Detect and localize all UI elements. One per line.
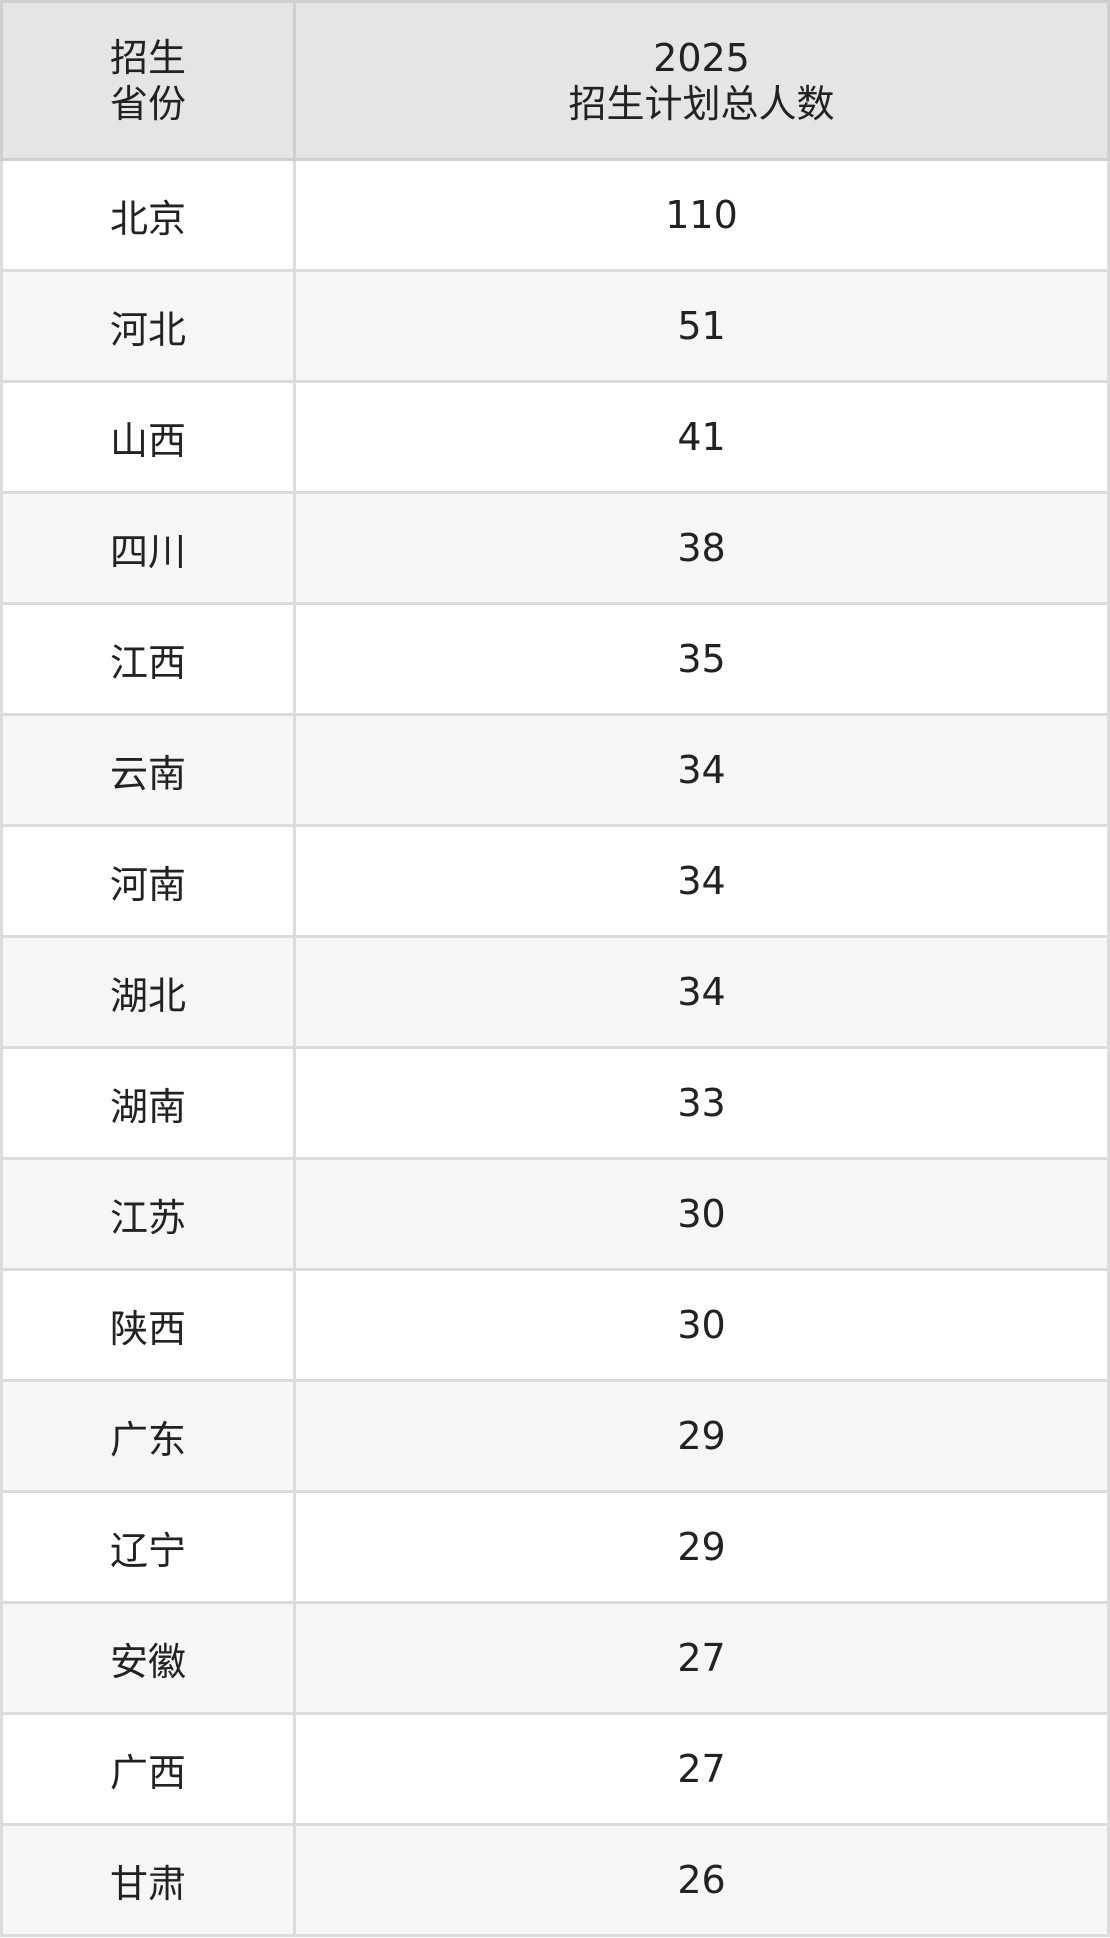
header-row: 招生 省份 2025 招生计划总人数 (0, 0, 1110, 161)
header-plan-year: 2025 (653, 35, 750, 80)
table-row: 江苏 30 (0, 1157, 1110, 1271)
province-cell: 云南 (0, 713, 296, 827)
plan-count-cell: 35 (293, 602, 1110, 716)
plan-count-cell: 30 (293, 1268, 1110, 1382)
table-row: 陕西 30 (0, 1268, 1110, 1382)
province-cell: 湖南 (0, 1046, 296, 1160)
province-cell: 广西 (0, 1712, 296, 1826)
province-cell: 山西 (0, 380, 296, 494)
province-cell: 湖北 (0, 935, 296, 1049)
plan-count-cell: 29 (293, 1490, 1110, 1604)
plan-count-cell: 38 (293, 491, 1110, 605)
plan-count-cell: 30 (293, 1157, 1110, 1271)
province-cell: 江西 (0, 602, 296, 716)
province-cell: 安徽 (0, 1601, 296, 1715)
table-row: 河南 34 (0, 824, 1110, 938)
header-province: 招生 省份 (0, 0, 296, 161)
header-plan-total: 2025 招生计划总人数 (293, 0, 1110, 161)
table-row: 云南 34 (0, 713, 1110, 827)
header-province-line2: 省份 (109, 81, 186, 126)
plan-count-cell: 27 (293, 1712, 1110, 1826)
table-row: 甘肃 26 (0, 1823, 1110, 1937)
plan-count-cell: 34 (293, 824, 1110, 938)
table-row: 湖北 34 (0, 935, 1110, 1049)
plan-count-cell: 33 (293, 1046, 1110, 1160)
table-row: 辽宁 29 (0, 1490, 1110, 1604)
plan-count-cell: 41 (293, 380, 1110, 494)
table-row: 广西 27 (0, 1712, 1110, 1826)
table-row: 安徽 27 (0, 1601, 1110, 1715)
province-cell: 河北 (0, 269, 296, 383)
header-plan-label: 招生计划总人数 (568, 81, 835, 126)
table-row: 北京 110 (0, 158, 1110, 272)
plan-count-cell: 51 (293, 269, 1110, 383)
province-cell: 甘肃 (0, 1823, 296, 1937)
province-cell: 陕西 (0, 1268, 296, 1382)
province-cell: 广东 (0, 1379, 296, 1493)
plan-count-cell: 27 (293, 1601, 1110, 1715)
province-cell: 四川 (0, 491, 296, 605)
province-cell: 河南 (0, 824, 296, 938)
plan-count-cell: 29 (293, 1379, 1110, 1493)
header-province-line1: 招生 (109, 35, 186, 80)
province-cell: 江苏 (0, 1157, 296, 1271)
table-row: 山西 41 (0, 380, 1110, 494)
table-row: 河北 51 (0, 269, 1110, 383)
table-row: 湖南 33 (0, 1046, 1110, 1160)
province-cell: 北京 (0, 158, 296, 272)
plan-count-cell: 110 (293, 158, 1110, 272)
province-cell: 辽宁 (0, 1490, 296, 1604)
plan-count-cell: 34 (293, 713, 1110, 827)
table-row: 四川 38 (0, 491, 1110, 605)
plan-count-cell: 26 (293, 1823, 1110, 1937)
table-row: 江西 35 (0, 602, 1110, 716)
plan-count-cell: 34 (293, 935, 1110, 1049)
table-row: 广东 29 (0, 1379, 1110, 1493)
